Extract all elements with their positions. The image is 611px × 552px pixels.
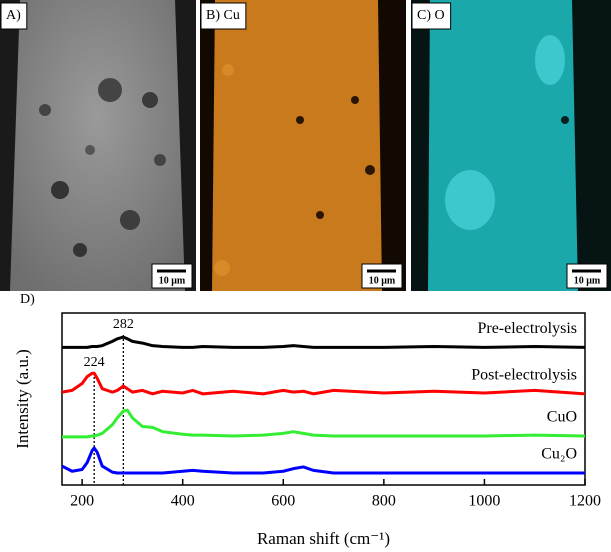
y-axis-label: Intensity (a.u.) bbox=[13, 349, 32, 449]
scale-label: 10 μm bbox=[369, 275, 396, 286]
series-label: Cu₂O bbox=[541, 446, 577, 463]
panel-label: D) bbox=[20, 292, 35, 307]
peak-label: 224 bbox=[84, 355, 105, 370]
label-box bbox=[411, 2, 452, 30]
series-label: Pre-electrolysis bbox=[477, 320, 577, 337]
x-tick-label: 800 bbox=[372, 493, 396, 510]
series-line bbox=[61, 371, 586, 396]
sem-image bbox=[0, 0, 196, 291]
series-line bbox=[61, 446, 585, 475]
x-tick-label: 1000 bbox=[468, 493, 500, 510]
x-tick-label: 600 bbox=[271, 493, 295, 510]
plot-frame bbox=[61, 312, 586, 486]
series-line bbox=[62, 408, 586, 439]
cu-map bbox=[200, 0, 406, 291]
panel-label: A) bbox=[6, 8, 21, 23]
peak-label: 282 bbox=[113, 317, 134, 332]
panel-label: B) Cu bbox=[206, 8, 240, 23]
scale-label: 10 μm bbox=[159, 275, 186, 286]
panel-label: C) O bbox=[417, 8, 445, 23]
label-box bbox=[0, 2, 28, 30]
label-box bbox=[200, 2, 247, 30]
series-label: Post-electrolysis bbox=[471, 367, 577, 384]
o-map bbox=[411, 0, 611, 291]
scale-box bbox=[361, 263, 403, 289]
x-tick-label: 1200 bbox=[569, 493, 601, 510]
series-line bbox=[62, 335, 586, 349]
scale-label: 10 μm bbox=[574, 275, 601, 286]
scale-box bbox=[566, 263, 608, 289]
series-label: CuO bbox=[547, 409, 577, 426]
x-axis-label: Raman shift (cm⁻¹) bbox=[257, 529, 390, 548]
scale-box bbox=[151, 263, 193, 289]
x-tick-label: 400 bbox=[171, 493, 195, 510]
x-tick-label: 200 bbox=[70, 493, 94, 510]
